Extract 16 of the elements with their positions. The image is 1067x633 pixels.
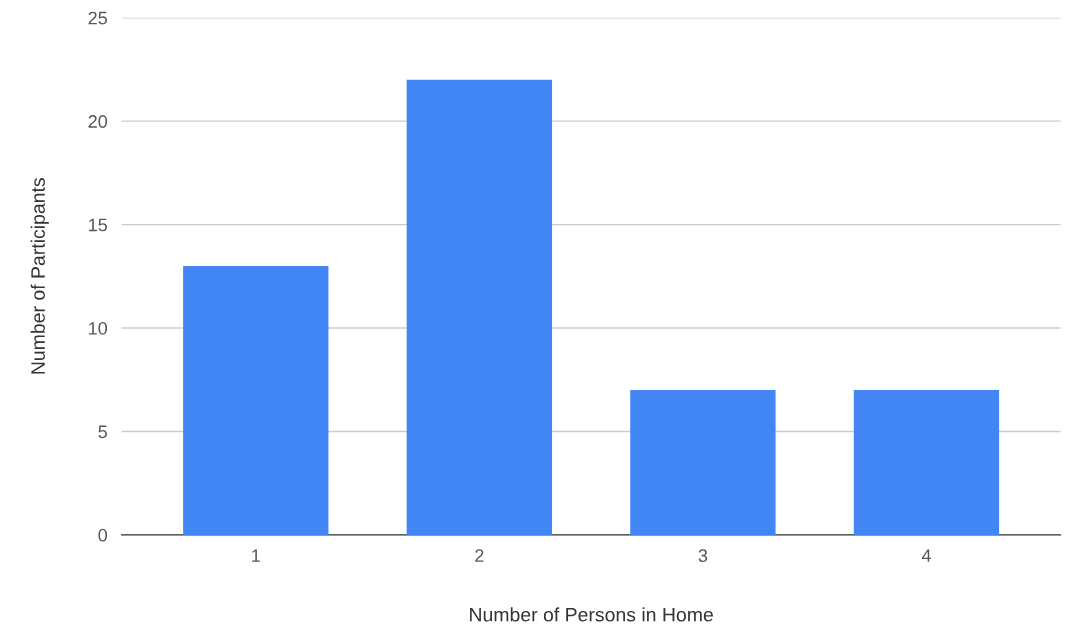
bar [630, 390, 776, 535]
x-tick-label: 2 [475, 549, 484, 562]
y-tick-label: 0 [98, 528, 108, 542]
x-tick-label: 3 [698, 549, 708, 563]
y-axis-title: Number of Participants [30, 178, 49, 374]
x-axis-title: Number of Persons in Home [470, 607, 713, 622]
bar [183, 265, 329, 535]
bar [406, 79, 552, 535]
x-tick-label: 1 [252, 549, 260, 562]
bar [853, 390, 1000, 535]
y-tick-label: 25 [88, 11, 107, 25]
y-tick-label: 20 [88, 115, 108, 128]
y-tick-label: 5 [98, 425, 107, 439]
y-tick-label: 15 [89, 218, 107, 232]
y-tick-label: 10 [89, 321, 108, 335]
x-tick-label: 4 [921, 549, 931, 562]
